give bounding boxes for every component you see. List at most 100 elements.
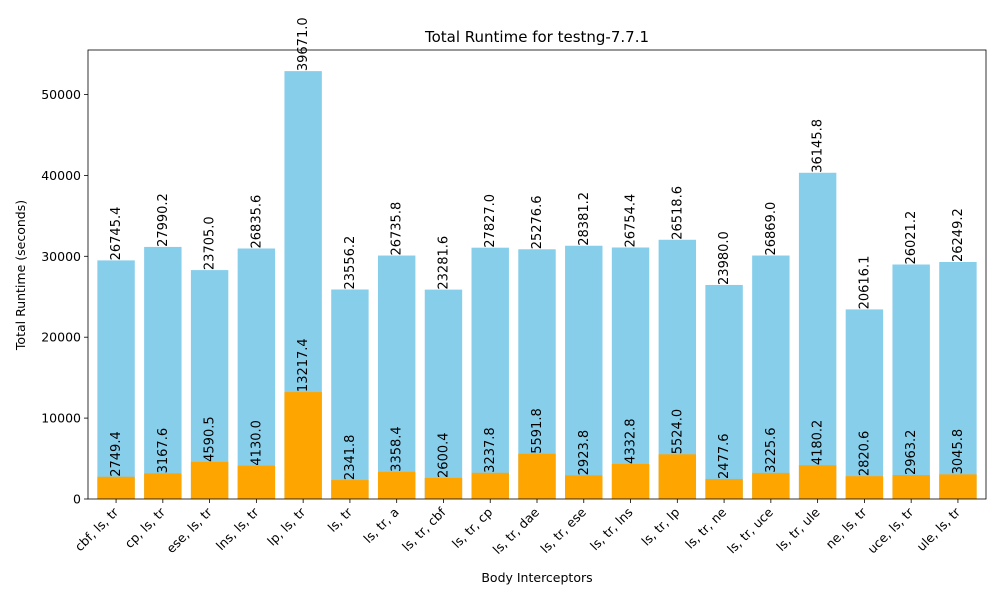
x-tick-label: ls, tr, uce (724, 504, 776, 556)
x-tick-label: lns, ls, tr (213, 504, 262, 553)
data-label-top: 26835.6 (249, 195, 264, 249)
x-axis-label: Body Interceptors (481, 570, 592, 585)
x-tick-label: lp, ls, tr (264, 504, 309, 549)
bar-top-segment (845, 309, 884, 499)
data-label-base: 5591.8 (530, 408, 545, 454)
y-tick-label: 20000 (41, 330, 81, 345)
bar-top-segment (565, 245, 603, 499)
bar-top-segment (798, 172, 837, 499)
data-label-top: 27827.0 (483, 194, 498, 248)
data-label-base: 3045.8 (951, 429, 966, 475)
data-label-top: 26021.2 (904, 211, 919, 265)
x-tick-label: uce, ls, tr (864, 504, 917, 557)
bar-top-segment (97, 260, 135, 499)
data-label-base: 3225.6 (764, 427, 779, 473)
bar-top-segment (424, 289, 463, 499)
data-label-top: 20616.1 (857, 256, 872, 310)
data-label-base: 3358.4 (390, 426, 405, 472)
x-tick-label: ls, tr, dae (490, 504, 543, 557)
bar-base-segment (845, 476, 884, 499)
bar-base-segment (611, 463, 650, 499)
bar-base-segment (331, 480, 369, 499)
data-label-top: 25276.6 (530, 196, 545, 250)
x-tick-label: ls, tr, ne (682, 504, 729, 551)
data-label-top: 39671.0 (296, 17, 311, 71)
bar-top-segment (611, 247, 650, 499)
x-tick-label: ls, tr (325, 504, 356, 535)
data-label-base: 3167.6 (156, 428, 171, 474)
bar-base-segment (939, 474, 977, 499)
data-label-top: 26518.6 (670, 186, 685, 240)
x-tick-label: ls, tr, lp (638, 504, 682, 548)
bar-top-segment (331, 289, 369, 499)
data-label-top: 28381.2 (577, 192, 592, 246)
bar-top-segment (752, 255, 790, 499)
bar-top-segment (144, 246, 182, 499)
data-label-base: 2477.6 (717, 433, 732, 479)
bar-base-segment (798, 465, 837, 499)
bar-top-segment (190, 270, 229, 499)
bars-layer (97, 71, 977, 500)
bar-base-segment (752, 472, 790, 499)
bar-top-segment (377, 255, 416, 499)
y-axis-label: Total Runtime (seconds) (13, 200, 28, 351)
data-label-top: 23281.6 (436, 236, 451, 290)
data-label-top: 26249.2 (951, 208, 966, 262)
data-label-base: 2923.8 (577, 430, 592, 476)
data-label-top: 26754.4 (624, 194, 639, 248)
data-label-base: 3237.8 (483, 427, 498, 472)
data-label-base: 2820.6 (857, 431, 872, 477)
data-label-top: 26745.4 (109, 207, 124, 261)
bar-base-segment (144, 473, 182, 499)
data-label-top: 23556.2 (343, 236, 358, 290)
y-tick-label: 40000 (41, 168, 81, 183)
data-labels-layer: 2749.4 26745.4 3167.6 27990.2 4590.5 23705.0 4… (109, 17, 966, 480)
x-tick-label: cp, ls, tr (121, 504, 168, 551)
bar-base-segment (565, 475, 603, 499)
x-tick-label: ls, tr, ule (773, 504, 823, 554)
data-label-base: 13217.4 (296, 338, 311, 392)
x-tick-label: ls, tr, a (360, 505, 401, 546)
bar-base-segment (471, 472, 509, 499)
y-tick-label: 30000 (41, 249, 81, 264)
x-tick-label: ese, ls, tr (163, 504, 215, 556)
data-label-base: 2749.4 (109, 431, 124, 477)
bar-top-segment (939, 262, 977, 499)
data-label-top: 27990.2 (156, 193, 171, 247)
data-label-base: 4130.0 (249, 420, 264, 466)
x-tick-label: ls, tr, lns (587, 505, 636, 554)
x-tick-label: ls, tr, cp (449, 504, 496, 551)
data-label-base: 2600.4 (436, 432, 451, 478)
bar-top-segment (237, 248, 276, 499)
y-tick-label: 50000 (41, 87, 81, 102)
y-tick-label: 0 (73, 492, 81, 507)
data-label-top: 26735.8 (390, 202, 405, 256)
data-label-base: 4332.8 (624, 418, 639, 464)
bar-top-segment (705, 284, 743, 499)
bar-base-segment (658, 454, 697, 499)
data-label-top: 23705.0 (203, 216, 218, 270)
data-label-base: 2341.8 (343, 435, 358, 481)
bar-top-segment (471, 247, 509, 499)
bar-base-segment (518, 453, 556, 499)
bar-base-segment (705, 478, 743, 499)
data-label-top: 36145.8 (811, 119, 826, 173)
data-label-top: 23980.0 (717, 231, 732, 285)
bar-base-segment (424, 477, 463, 499)
bar-base-segment (97, 476, 135, 499)
x-tick-label: ne, ls, tr (822, 504, 870, 552)
bar-base-segment (377, 471, 416, 499)
data-label-base: 5524.0 (670, 409, 685, 455)
x-tick-label: ls, tr, cbf (399, 504, 449, 554)
data-label-base: 4590.5 (203, 416, 218, 462)
x-tick-label: ls, tr, ese (537, 504, 589, 556)
bar-top-segment (892, 264, 930, 499)
data-label-base: 4180.2 (811, 420, 826, 466)
bar-base-segment (190, 461, 229, 499)
y-tick-label: 10000 (41, 411, 81, 426)
y-axis: 0 10000 20000 30000 40000 50000 (41, 87, 88, 507)
chart-title: Total Runtime for testng-7.7.1 (424, 28, 649, 46)
x-tick-label: cbf, ls, tr (72, 504, 122, 554)
plot-frame (87, 49, 987, 500)
